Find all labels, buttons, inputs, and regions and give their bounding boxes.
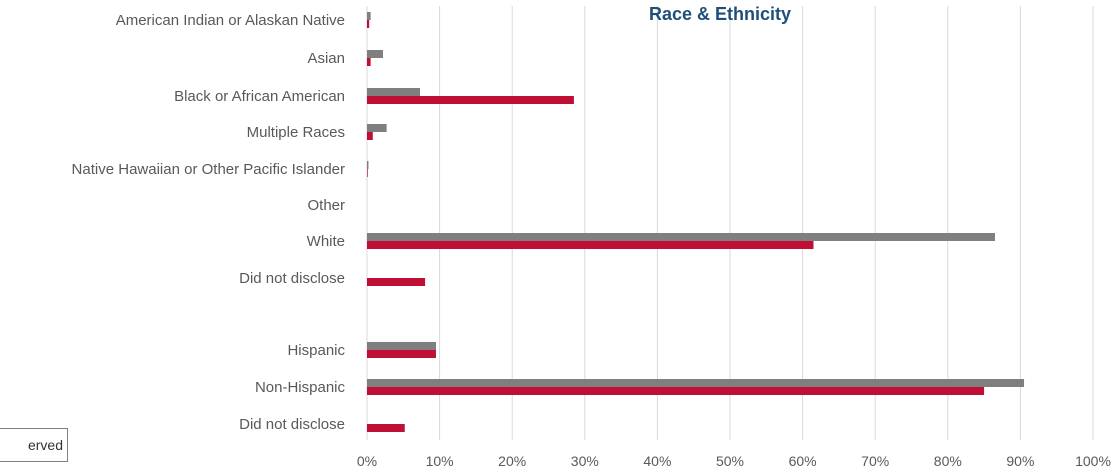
- category-label: White: [307, 233, 345, 250]
- category-labels: American Indian or Alaskan Native Asian Bl…: [72, 12, 346, 433]
- gridlines: [366, 6, 1094, 440]
- bar: [367, 424, 405, 432]
- legend: erved: [0, 428, 68, 462]
- bar: [367, 12, 371, 20]
- x-axis-ticks: 0% 10% 20% 30% 40% 50% 60% 70% 80% 90% 100%: [357, 453, 1111, 469]
- category-label: American Indian or Alaskan Native: [116, 12, 345, 29]
- bar: [367, 350, 436, 358]
- category-label: Non-Hispanic: [255, 379, 346, 396]
- x-tick-label: 20%: [498, 453, 526, 469]
- x-tick-label: 0%: [357, 453, 377, 469]
- bar: [367, 124, 387, 132]
- x-tick-label: 10%: [426, 453, 454, 469]
- bar: [367, 169, 368, 177]
- bar: [367, 20, 370, 28]
- bar: [367, 96, 574, 104]
- category-label: Hispanic: [287, 342, 345, 359]
- bar: [367, 58, 371, 66]
- category-label: Multiple Races: [247, 124, 345, 141]
- category-label: Asian: [307, 50, 345, 67]
- x-tick-label: 30%: [571, 453, 599, 469]
- bar: [367, 161, 369, 169]
- bar: [367, 241, 814, 249]
- category-label: Did not disclose: [239, 270, 345, 287]
- bar: [367, 278, 426, 286]
- category-label: Did not disclose: [239, 416, 345, 433]
- bar: [367, 379, 1025, 387]
- category-label: Other: [307, 197, 345, 214]
- chart-title: Race & Ethnicity: [649, 4, 791, 24]
- bar: [367, 50, 383, 58]
- bar: [367, 233, 995, 241]
- bars: [367, 12, 1025, 432]
- bar: [367, 88, 420, 96]
- legend-label: erved: [27, 437, 63, 453]
- bar: [367, 342, 436, 350]
- bar: [367, 132, 373, 140]
- category-label: Native Hawaiian or Other Pacific Islande…: [72, 161, 345, 178]
- x-tick-label: 70%: [861, 453, 889, 469]
- bar: [367, 387, 985, 395]
- x-tick-label: 100%: [1075, 453, 1111, 469]
- x-tick-label: 60%: [789, 453, 817, 469]
- x-tick-label: 40%: [643, 453, 671, 469]
- x-tick-label: 50%: [716, 453, 744, 469]
- x-tick-label: 80%: [934, 453, 962, 469]
- category-label: Black or African American: [174, 88, 345, 105]
- x-tick-label: 90%: [1006, 453, 1034, 469]
